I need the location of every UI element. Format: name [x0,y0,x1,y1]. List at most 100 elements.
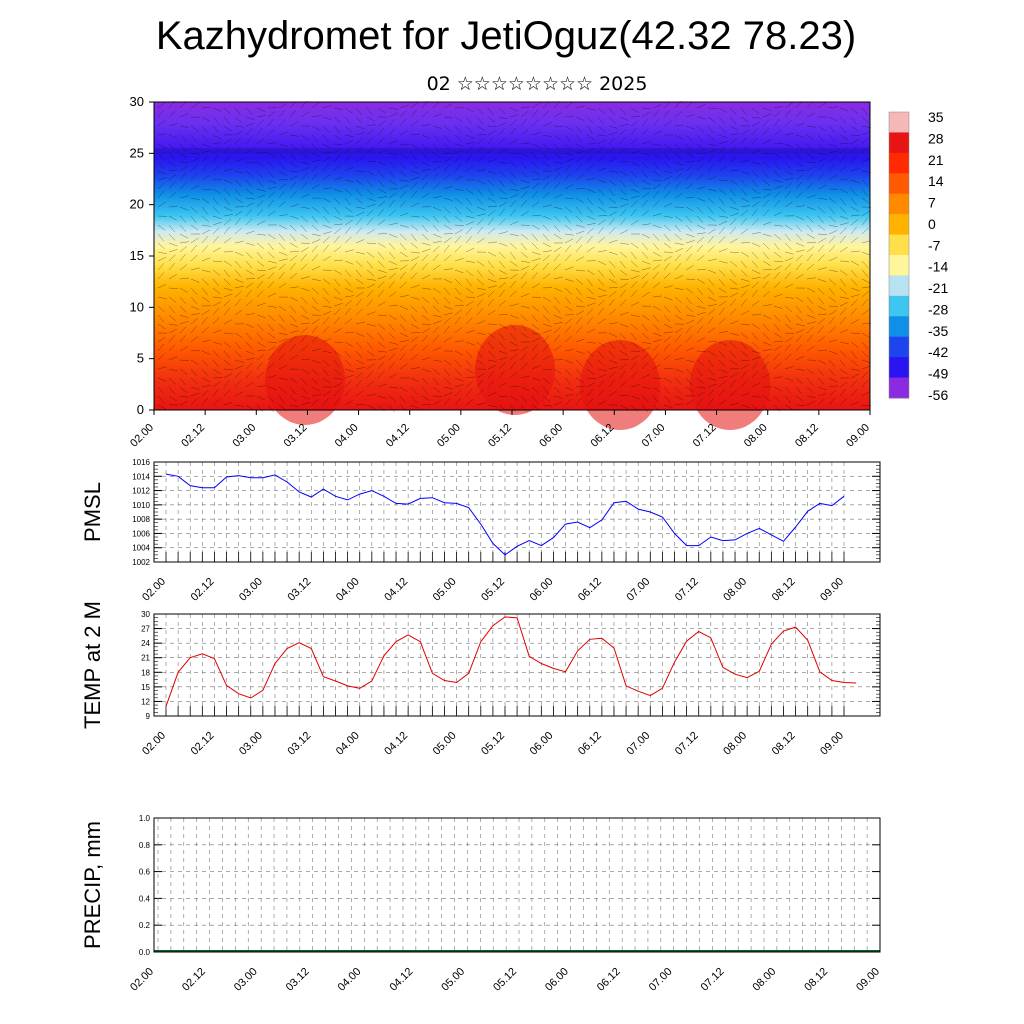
colorbar-label: -14 [928,259,948,275]
precipitation-plot: 0.0 0.2 0.4 0.6 0.8 1.0 PRECIP, mm 02.00 02.12 03… [80,814,882,994]
y-tick-label: 0.2 [139,921,151,930]
x-tick-label: 09.00 [854,966,882,994]
y-tick-label: 20 [130,197,144,212]
y-tick-label: 1014 [132,472,150,481]
colorbar-swatch [889,193,909,215]
chart-subtitle: 02 ☆☆☆☆☆☆☆☆ 2025 [426,73,648,95]
x-tick-label: 03.00 [237,730,265,758]
x-tick-label: 08.00 [750,966,778,994]
x-tick-label: 05.12 [479,576,507,604]
plot-frame [153,817,881,953]
colorbar-label: -35 [928,323,948,339]
jet-band [154,148,870,155]
pmsl-plot: 1002 1004 1006 1008 1010 1012 1014 1016 PMSL 02.0… [80,458,881,604]
x-tick-label: 06.12 [576,576,604,604]
y-tick-label: 1008 [132,515,150,524]
x-tick-label: 02.12 [189,576,217,604]
x-tick-label: 06.00 [537,422,565,450]
x-tick-label: 05.00 [435,422,463,450]
colorbar-swatch [889,377,909,399]
y-tick-label: 12 [141,697,150,706]
series-line [165,473,845,556]
x-tick-label: 04.12 [387,966,415,994]
y-tick-label: 27 [141,625,150,634]
x-tick-label: 05.12 [486,422,514,450]
colorbar-label: -49 [928,366,948,382]
x-tick-label: 07.00 [647,966,675,994]
y-tick-label: 15 [130,248,144,263]
x-tick-label: 07.12 [673,576,701,604]
x-tick-label: 08.12 [802,966,830,994]
colorbar-swatch [889,234,909,256]
x-tick-label: 04.00 [334,730,362,758]
y-axis-label: PRECIP, mm [80,821,105,949]
x-tick-label: 06.00 [543,966,571,994]
y-tick-label: 15 [141,683,150,692]
y-tick-label: 1.0 [139,814,151,823]
x-tick-label: 04.00 [333,422,361,450]
colorbar-label: -28 [928,301,948,317]
x-tick-label: 06.00 [528,730,556,758]
colorbar-swatch [889,255,909,276]
x-tick-label: 02.00 [128,966,156,994]
colorbar-frame [888,111,910,399]
colorbar-label: 21 [928,152,944,168]
wind-barbs [157,100,872,413]
colorbar-swatch [889,214,909,236]
y-tick-label: 0.4 [139,894,151,903]
y-tick-label: 0.0 [139,948,151,957]
y-axis-label: PMSL [80,482,105,542]
x-tick-label: 03.12 [285,730,313,758]
y-tick-label: 24 [141,639,150,648]
x-tick-label: 07.00 [640,422,668,450]
colorbar-swatch [889,152,909,174]
x-tick-label: 07.00 [624,730,652,758]
colorbar-label: 14 [928,173,944,189]
colorbar-swatch [889,275,909,297]
colorbar-swatch [889,357,909,379]
plot-frame [153,613,881,717]
y-tick-label: 0 [137,402,144,417]
x-tick-label: 08.00 [721,730,749,758]
x-tick-label: 03.00 [230,422,258,450]
x-tick-label: 07.00 [624,576,652,604]
x-tick-label: 09.00 [818,730,846,758]
x-tick-label: 03.00 [237,576,265,604]
x-tick-label: 04.00 [336,966,364,994]
x-tick-label: 06.12 [576,730,604,758]
warm-area [265,335,345,425]
colorbar-label: -7 [928,237,941,253]
x-tick-label: 02.12 [180,966,208,994]
colorbar-swatch [889,295,909,317]
series-line [165,616,857,707]
x-tick-label: 09.00 [818,576,846,604]
x-tick-label: 05.00 [439,966,467,994]
x-tick-label: 02.00 [140,730,168,758]
y-tick-label: 1010 [132,501,150,510]
warm-area [690,340,770,430]
plot-frame [153,461,881,563]
x-tick-label: 09.00 [844,422,872,450]
x-tick-label: 02.00 [140,576,168,604]
colorbar-swatch [889,112,909,133]
x-tick-label: 03.12 [285,576,313,604]
x-tick-label: 02.12 [179,422,207,450]
x-tick-label: 06.00 [528,576,556,604]
colorbar-label: -56 [928,387,948,403]
y-tick-label: 1016 [132,458,150,467]
colorbar-swatch [889,173,909,195]
colorbar-label: 7 [928,195,936,211]
y-tick-label: 18 [141,668,150,677]
x-tick-label: 08.12 [793,422,821,450]
x-tick-label: 05.00 [431,576,459,604]
x-tick-label: 07.12 [699,966,727,994]
x-tick-label: 04.12 [384,422,412,450]
x-tick-label: 03.12 [284,966,312,994]
y-tick-label: 0.6 [139,868,151,877]
warm-area [580,340,660,430]
y-tick-label: 1004 [132,544,150,553]
y-tick-label: 25 [130,145,144,160]
y-tick-label: 10 [130,299,144,314]
x-tick-label: 05.12 [491,966,519,994]
